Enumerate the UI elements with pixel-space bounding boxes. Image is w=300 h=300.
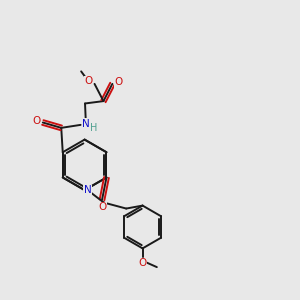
Text: H: H: [90, 123, 98, 133]
Text: O: O: [115, 77, 123, 87]
Text: N: N: [84, 185, 92, 195]
Text: O: O: [85, 76, 93, 86]
Text: N: N: [82, 119, 90, 129]
Text: O: O: [98, 202, 106, 212]
Text: O: O: [32, 116, 41, 126]
Text: O: O: [138, 258, 147, 268]
